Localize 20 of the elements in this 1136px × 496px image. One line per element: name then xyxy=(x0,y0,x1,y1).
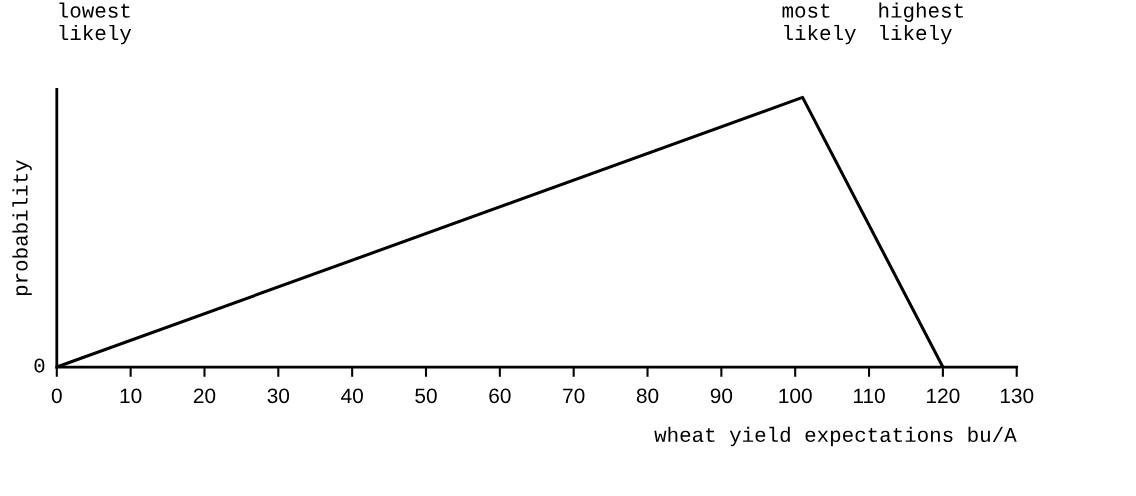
text: lowest likely xyxy=(59,2,132,45)
x-tick-label: 100 xyxy=(779,388,812,404)
x-tick-label: 90 xyxy=(710,388,733,404)
x-tick-label: 20 xyxy=(193,388,216,404)
text: highest likely xyxy=(879,2,963,45)
x-tick-label: 50 xyxy=(415,388,437,404)
x-tick-label: 130 xyxy=(1000,388,1034,404)
y-axis-title: probability xyxy=(12,160,32,296)
x-tick-label: 40 xyxy=(341,388,363,404)
x-tick-label: 110 xyxy=(854,388,885,404)
x-tick-label: 30 xyxy=(267,388,290,404)
x-tick-label: 120 xyxy=(927,388,960,404)
x-tick-label: 0 xyxy=(51,388,62,404)
text: 0 xyxy=(34,358,45,373)
x-tick-label: 70 xyxy=(563,388,585,404)
x-tick-label: 60 xyxy=(489,388,511,404)
x-tick-label: 10 xyxy=(120,388,142,404)
x-axis-title: wheat yield expectations bu/A xyxy=(654,426,1017,447)
text: most likely xyxy=(782,3,856,45)
x-tick-label: 80 xyxy=(636,388,659,404)
